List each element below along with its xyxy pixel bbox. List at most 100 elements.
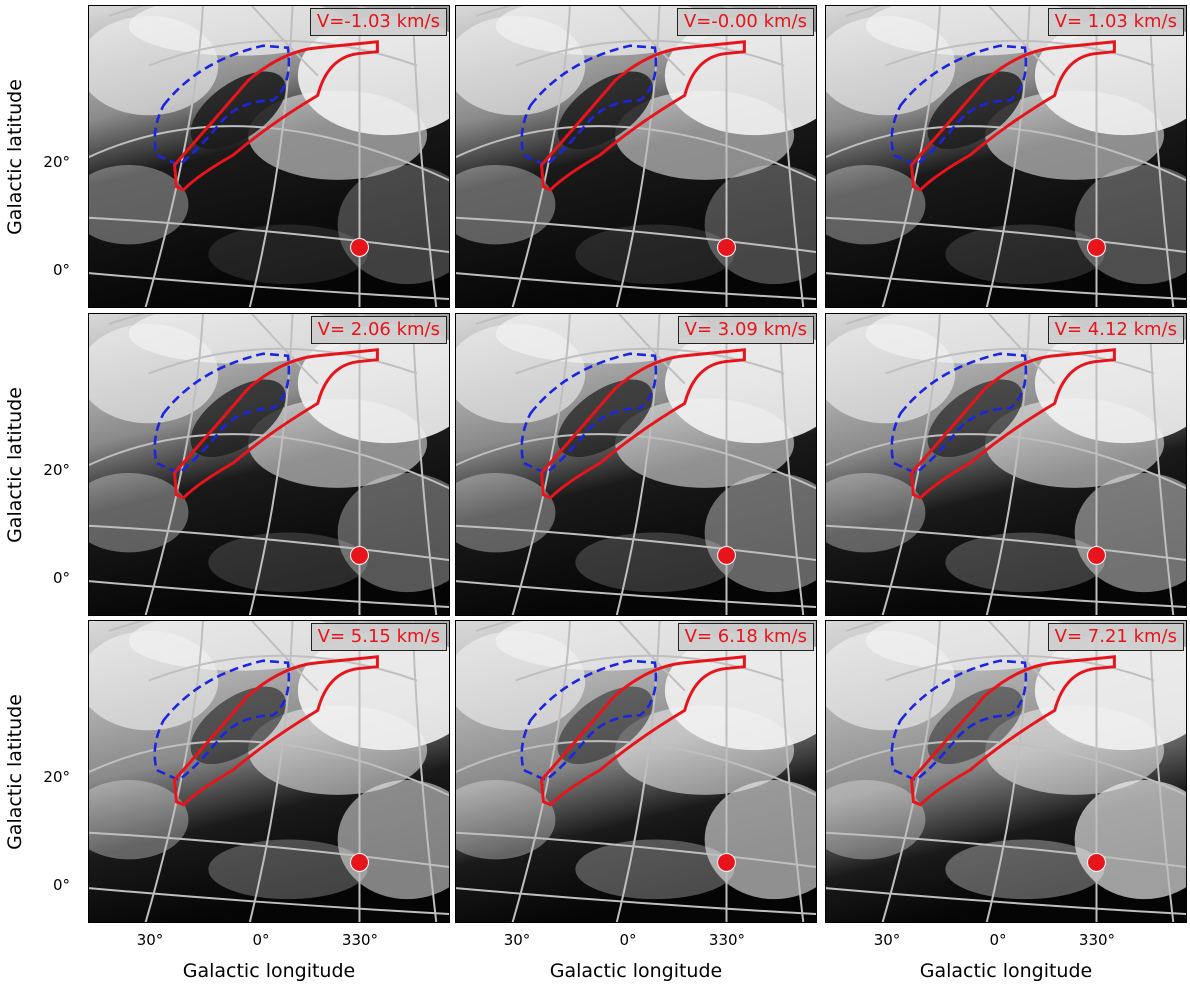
- graticule-line: [615, 314, 661, 615]
- cloud-blob: [456, 779, 556, 860]
- cloud-blob: [985, 398, 1165, 488]
- graticule-line: [248, 314, 294, 615]
- graticule-line: [89, 831, 449, 869]
- graticule-line: [617, 6, 686, 77]
- cloud-blob: [575, 839, 735, 900]
- source-marker: [350, 852, 369, 872]
- blue-dashed-contour: [890, 659, 1028, 782]
- cloud-blob: [575, 224, 735, 285]
- map-panel: V= 6.18 km/s: [455, 620, 817, 923]
- graticule-line: [89, 740, 449, 797]
- velocity-label: V=-1.03 km/s: [309, 8, 447, 36]
- graticule-line: [617, 621, 686, 692]
- y-tick-label: 0°: [52, 569, 70, 587]
- x-axis-label: Galactic longitude: [919, 960, 1093, 982]
- red-contour: [172, 348, 379, 500]
- graticule-line: [826, 740, 1186, 797]
- graticule-line: [250, 621, 319, 692]
- graticule-line: [456, 524, 816, 562]
- graticule-line: [885, 654, 1155, 682]
- graticule-line: [250, 314, 319, 385]
- cloud-blob: [826, 472, 926, 553]
- cloud-blob: [89, 472, 189, 553]
- x-tick-label: 330°: [1078, 931, 1116, 949]
- map-image: [826, 314, 1186, 615]
- y-tick-label: 0°: [52, 261, 70, 279]
- graticule-line: [881, 621, 941, 922]
- cloud-blob: [945, 839, 1105, 900]
- graticule-line: [826, 887, 1186, 916]
- graticule-line: [456, 580, 816, 609]
- y-tick-label: 20°: [43, 153, 70, 171]
- graticule-line: [456, 831, 816, 869]
- graticule-line: [515, 39, 785, 67]
- map-image: [89, 621, 449, 922]
- map-image: [456, 314, 816, 615]
- y-axis-label: Galactic latitude: [4, 693, 26, 850]
- blue-dashed-contour: [890, 44, 1028, 167]
- graticule-line: [985, 621, 1031, 922]
- graticule-line: [250, 6, 319, 77]
- x-tick-label: 0°: [252, 931, 270, 949]
- red-contour: [909, 348, 1116, 500]
- velocity-label: V= 2.06 km/s: [310, 316, 447, 344]
- graticule-line: [615, 621, 661, 922]
- cloud-blob: [615, 398, 795, 488]
- graticule-line: [511, 621, 571, 922]
- graticule-line: [89, 580, 449, 609]
- map-panel: V=-1.03 km/s: [88, 5, 450, 308]
- map-image: [456, 6, 816, 307]
- red-contour: [539, 40, 746, 192]
- map-image: [826, 621, 1186, 922]
- graticule-line: [885, 347, 1155, 375]
- graticule-line: [248, 6, 294, 307]
- graticule-line: [89, 216, 449, 254]
- blue-dashed-contour: [153, 44, 291, 167]
- cloud-blob: [985, 90, 1165, 180]
- map-panel: V= 7.21 km/s: [825, 620, 1187, 923]
- graticule-line: [511, 6, 571, 307]
- y-tick-label: 0°: [52, 876, 70, 894]
- map-panel: V=-0.00 km/s: [455, 5, 817, 308]
- graticule-line: [826, 272, 1186, 301]
- graticule-line: [826, 433, 1186, 490]
- graticule-line: [511, 314, 571, 615]
- red-contour: [539, 655, 746, 807]
- graticule-line: [885, 39, 1155, 67]
- cloud-blob: [826, 779, 926, 860]
- cloud-blob: [248, 90, 428, 180]
- x-axis-label: Galactic longitude: [549, 960, 723, 982]
- graticule-line: [456, 216, 816, 254]
- velocity-label: V= 3.09 km/s: [677, 316, 814, 344]
- x-tick-label: 30°: [136, 931, 164, 949]
- graticule-line: [826, 125, 1186, 182]
- cloud-blob: [248, 705, 428, 795]
- graticule-line: [987, 314, 1056, 385]
- graticule-line: [148, 347, 418, 375]
- x-axis-label: Galactic longitude: [182, 960, 356, 982]
- cloud-blob: [456, 472, 556, 553]
- graticule-line: [515, 654, 785, 682]
- graticule-line: [456, 887, 816, 916]
- cloud-blob: [208, 224, 368, 285]
- cloud-blob: [208, 532, 368, 593]
- cloud-blob: [575, 532, 735, 593]
- red-contour: [539, 348, 746, 500]
- graticule-line: [987, 621, 1056, 692]
- x-tick-label: 0°: [989, 931, 1007, 949]
- blue-dashed-contour: [890, 352, 1028, 475]
- red-contour: [172, 655, 379, 807]
- map-panel: V= 5.15 km/s: [88, 620, 450, 923]
- graticule-line: [144, 621, 204, 922]
- source-marker: [1087, 237, 1106, 257]
- graticule-line: [826, 831, 1186, 869]
- blue-dashed-contour: [520, 659, 658, 782]
- graticule-line: [456, 272, 816, 301]
- blue-dashed-contour: [153, 352, 291, 475]
- cloud-blob: [248, 398, 428, 488]
- map-panel: V= 2.06 km/s: [88, 313, 450, 616]
- graticule-line: [456, 740, 816, 797]
- cloud-blob: [615, 705, 795, 795]
- cloud-blob: [615, 90, 795, 180]
- graticule-line: [615, 6, 661, 307]
